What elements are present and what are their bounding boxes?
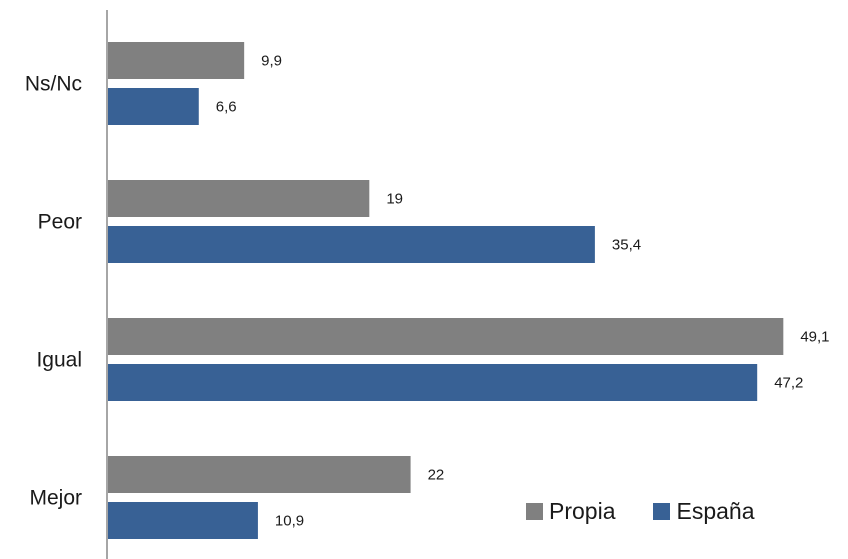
bar-espana-mejor <box>108 502 258 539</box>
bar-propia-nsnc <box>108 42 245 79</box>
legend-item-espana: España <box>653 498 755 525</box>
category-label: Peor <box>38 211 82 234</box>
category-label: Mejor <box>29 487 82 510</box>
data-label: 35,4 <box>612 237 641 254</box>
data-label: 6,6 <box>216 99 237 116</box>
legend: Propia España <box>526 498 793 525</box>
data-label: 49,1 <box>800 329 829 346</box>
data-label: 10,9 <box>275 513 304 530</box>
legend-swatch-propia <box>526 503 543 520</box>
bar-propia-peor <box>108 180 370 217</box>
legend-label-propia: Propia <box>549 498 616 524</box>
data-label: 9,9 <box>261 53 282 70</box>
bar-propia-mejor <box>108 456 411 493</box>
category-label: Ns/Nc <box>25 73 82 96</box>
category-label: Igual <box>36 349 82 372</box>
data-label: 47,2 <box>774 375 803 392</box>
legend-label-espana: España <box>676 498 755 524</box>
legend-swatch-espana <box>653 503 671 520</box>
data-label: 19 <box>386 191 403 208</box>
bar-propia-igual <box>108 318 784 355</box>
bar-espana-igual <box>108 364 758 401</box>
data-label: 22 <box>428 467 445 484</box>
bar-espana-peor <box>108 226 595 263</box>
legend-item-propia: Propia <box>526 498 615 525</box>
bar-espana-nsnc <box>108 88 199 125</box>
